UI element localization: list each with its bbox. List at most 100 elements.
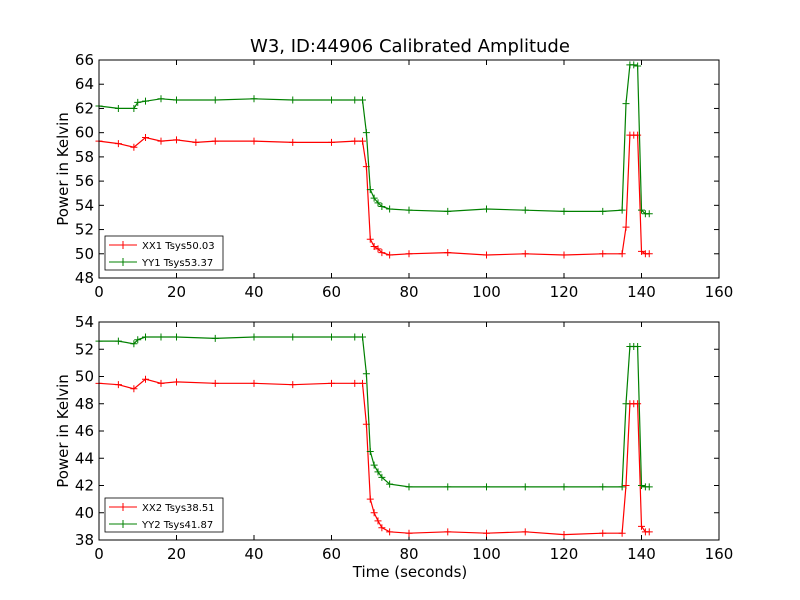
bottom-series-0-point [386, 528, 394, 536]
bottom-series-1-point [114, 337, 122, 345]
top-panel: 0 20 40 60 80 100 120 140 160 48 50 52 54 56 58 60 62 64 6… [54, 51, 733, 301]
bottom-series-0-point [142, 375, 149, 383]
top-series-1-point [134, 98, 142, 106]
top-series-1-point [142, 97, 149, 105]
top-y-tick-label: 66 [75, 51, 94, 69]
bottom-series-1-point [521, 483, 529, 491]
bottom-series-0-point [351, 379, 359, 387]
top-series-1-point [362, 129, 370, 137]
top-series-0-point [378, 249, 386, 257]
bottom-series-0-point [521, 528, 529, 536]
bottom-series-0-point [173, 378, 180, 386]
top-series-1-point [444, 207, 452, 215]
top-series-0-point [374, 245, 382, 253]
top-series-0-point [142, 134, 149, 142]
bottom-series-0-point [560, 531, 568, 539]
bottom-series-0-point [483, 529, 490, 537]
bottom-y-tick-label: 48 [75, 395, 94, 413]
top-series-1-point [370, 194, 378, 202]
top-series-0-point [599, 250, 607, 258]
bottom-series-1-point [173, 333, 180, 341]
top-legend: XX1 Tsys50.03 YY1 Tsys53.37 [104, 235, 224, 271]
top-series-0-point [444, 249, 452, 257]
bottom-series-1-point [405, 483, 413, 491]
top-y-tick-label: 58 [75, 148, 94, 166]
bottom-series-1-point [328, 333, 335, 341]
top-series-0-point [359, 137, 366, 145]
top-y-tick-label: 64 [75, 75, 94, 93]
top-x-tick-label: 160 [705, 283, 734, 301]
bottom-series-0-point [211, 379, 219, 387]
top-series-0-point [211, 137, 219, 145]
bottom-y-tick-label: 40 [75, 504, 94, 522]
bottom-series-1-point [211, 334, 219, 342]
bottom-series-1-point [359, 333, 366, 341]
top-series-0-point [483, 251, 490, 259]
bottom-series-0-point [114, 381, 122, 389]
top-series-0-point [130, 143, 138, 151]
top-legend-label-xx1: XX1 Tsys50.03 [142, 241, 215, 252]
bottom-series-0-point [359, 379, 366, 387]
top-series-0-point [618, 250, 626, 258]
bottom-y-tick-label: 44 [75, 449, 94, 467]
bottom-series-1-point [638, 482, 645, 489]
bottom-series-0-point [618, 529, 626, 537]
bottom-series-1-point [618, 483, 626, 491]
top-series-1-point [130, 104, 138, 112]
top-x-tick-label: 20 [167, 283, 186, 301]
top-series-0-point [250, 137, 258, 145]
top-series-1-point [173, 96, 180, 104]
top-plot-frame [98, 59, 720, 279]
top-series-0-point [173, 136, 180, 144]
bottom-x-tick-label: 120 [550, 545, 579, 563]
top-series-1-point [638, 206, 645, 214]
bottom-series-1-point [483, 483, 490, 491]
bottom-series-0-point [645, 528, 653, 536]
bottom-series-1-point [289, 333, 297, 341]
bottom-x-tick-label: 140 [627, 545, 656, 563]
bottom-series-0-point [599, 529, 607, 537]
top-series [95, 61, 653, 259]
top-x-tick-label: 0 [94, 283, 104, 301]
bottom-series-1-point [362, 370, 370, 378]
top-series-0-point [192, 138, 200, 146]
bottom-series-0-point [374, 517, 382, 525]
bottom-y-tick-label: 42 [75, 477, 94, 495]
top-x-tick-label: 60 [322, 283, 341, 301]
bottom-series-1-point [250, 333, 258, 341]
bottom-series-0-point [289, 381, 297, 389]
top-y-tick-label: 48 [75, 269, 94, 287]
top-legend-box [104, 235, 224, 271]
bottom-series-0-point [250, 379, 258, 387]
top-series-0-point [370, 243, 378, 251]
top-series-0-point [351, 137, 359, 145]
top-series-1-point [618, 206, 626, 214]
bottom-series-1-point [157, 333, 165, 341]
top-series-0-point [405, 250, 413, 258]
bottom-y-tick-label: 46 [75, 422, 94, 440]
bottom-series-1-point [645, 483, 653, 491]
bottom-series-0-point [405, 529, 413, 537]
top-series-1-point [366, 186, 374, 194]
bottom-series-0-point [130, 385, 138, 393]
bottom-x-tick-label: 60 [322, 545, 341, 563]
bottom-legend-box [104, 497, 224, 533]
top-series-1-point [521, 206, 529, 214]
top-series-0-point [366, 235, 374, 243]
top-y-tick-label: 62 [75, 99, 94, 117]
bottom-x-tick-label: 40 [244, 545, 263, 563]
top-series-0-point [157, 137, 165, 145]
bottom-series-1-point [134, 336, 142, 344]
top-series-1-point [114, 104, 122, 112]
bottom-x-tick-label: 160 [705, 545, 734, 563]
top-series-0-point [114, 140, 122, 148]
top-series-0-point [560, 251, 568, 259]
top-series-1-point [157, 95, 165, 103]
bottom-legend-label-yy2: YY2 Tsys41.87 [141, 520, 213, 531]
top-series-1-point [374, 199, 382, 207]
top-series-1-point [634, 62, 642, 70]
top-ticks: 0 20 40 60 80 100 120 140 160 48 50 52 54 56 58 60 62 64 6… [75, 51, 733, 301]
top-y-tick-label: 52 [75, 221, 94, 239]
bottom-series-1-point [351, 333, 359, 341]
